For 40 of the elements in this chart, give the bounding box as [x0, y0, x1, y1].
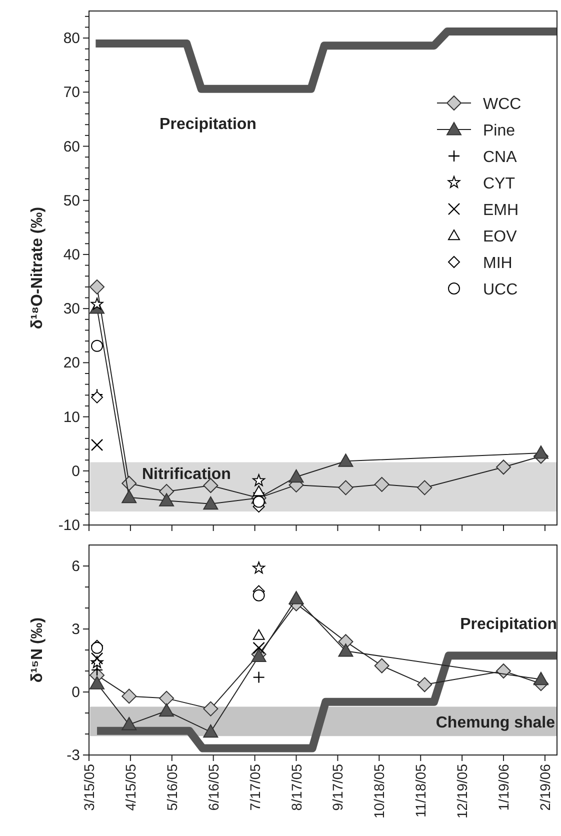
- y-tick-label: -10: [58, 517, 80, 534]
- y-tick-label: 3: [72, 621, 80, 638]
- y-tick-label: 20: [63, 354, 80, 372]
- y-tick-label: 70: [63, 84, 80, 102]
- legend-label: CYT: [483, 176, 516, 192]
- band-label: Chemung shale: [436, 714, 556, 732]
- y-tick-label: 0: [72, 684, 80, 701]
- legend-label: Pine: [483, 122, 516, 140]
- legend-label: EOV: [483, 228, 518, 246]
- x-tick-label: 10/18/05: [371, 764, 388, 818]
- y-axis-title: δ¹⁸O-Nitrate (‰): [29, 206, 46, 330]
- y-tick-label: 6: [72, 558, 80, 575]
- y-tick-label: 80: [63, 30, 80, 48]
- y-tick-label: 10: [63, 408, 80, 426]
- x-tick-label: 9/17/05: [330, 764, 346, 811]
- annotation: Precipitation: [160, 116, 256, 134]
- y-tick-label: 50: [63, 192, 80, 210]
- legend-label: UCC: [483, 282, 518, 298]
- x-tick-label: 7/17/05: [246, 764, 263, 811]
- x-tick-label: 1/19/06: [496, 764, 512, 811]
- x-tick-label: 11/18/05: [412, 764, 429, 818]
- y-tick-label: 30: [63, 300, 80, 318]
- y-tick-label: 60: [63, 138, 80, 156]
- legend-label: WCC: [483, 96, 522, 113]
- y-tick-label: 0: [72, 462, 80, 480]
- x-tick-label: 5/16/05: [164, 764, 180, 811]
- x-tick-label: 8/17/05: [288, 764, 304, 811]
- annotation: Precipitation: [460, 616, 557, 633]
- x-tick-label: 2/19/06: [536, 764, 553, 811]
- legend-label: EMH: [483, 202, 519, 219]
- x-tick-label: 12/19/05: [454, 764, 470, 818]
- x-tick-label: 6/16/05: [205, 764, 222, 811]
- band-label: Nitrification: [142, 466, 231, 484]
- y-tick-label: -3: [66, 747, 80, 764]
- y-tick-label: 40: [63, 246, 80, 264]
- y-axis-title: δ¹⁵N (‰): [29, 617, 46, 683]
- x-tick-label: 3/15/05: [81, 764, 97, 811]
- legend-label: MIH: [483, 255, 512, 272]
- legend-label: CNA: [483, 149, 518, 166]
- x-tick-label: 4/15/05: [122, 764, 138, 811]
